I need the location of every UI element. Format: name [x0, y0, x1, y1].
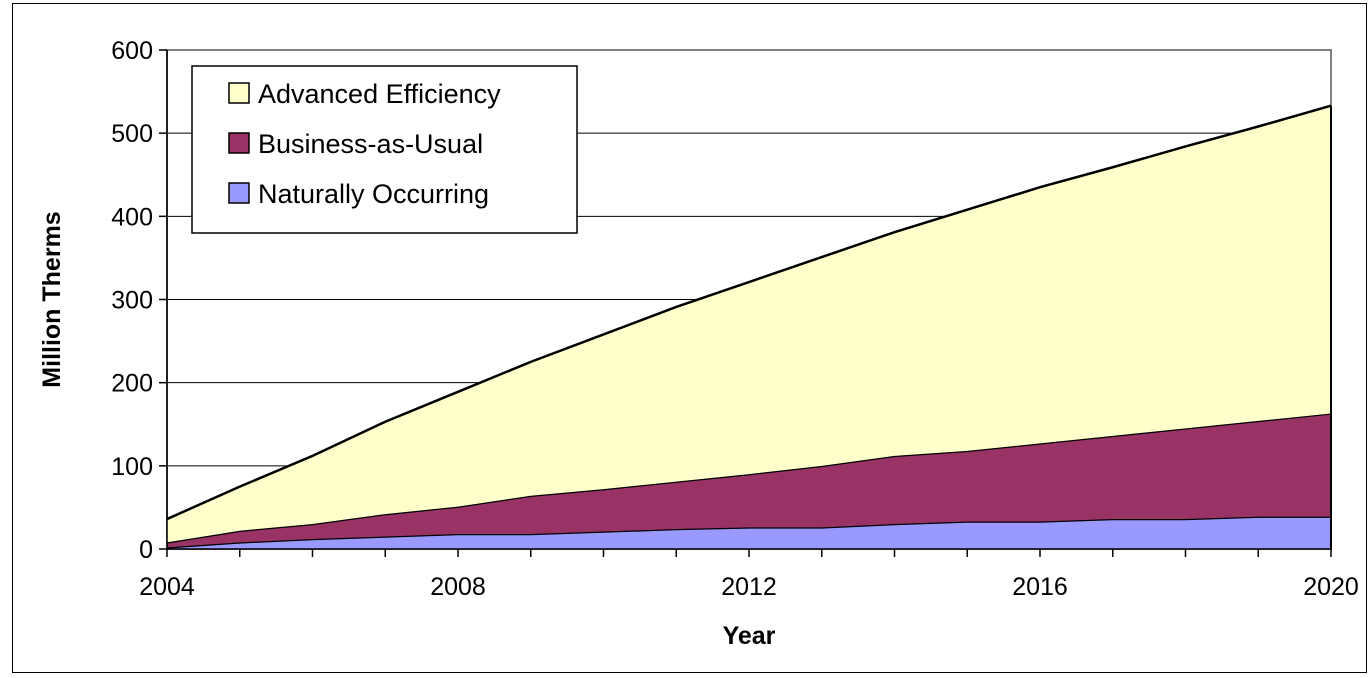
- legend-swatch: [228, 182, 250, 204]
- x-tick-label: 2012: [721, 573, 777, 601]
- y-tick-label: 500: [111, 120, 153, 148]
- legend-swatch: [228, 132, 250, 154]
- legend-swatch: [228, 82, 250, 104]
- x-tick-label: 2016: [1012, 573, 1068, 601]
- x-tick-label: 2020: [1303, 573, 1359, 601]
- x-tick-label: 2004: [139, 573, 195, 601]
- series-line-advanced-efficiency: [166, 104, 1332, 521]
- series-area-naturally-occurring: [167, 516, 1331, 549]
- axes: 0 100 200 300 400 500 600 2004 2008 2012 2016 2020: [111, 37, 1359, 601]
- y-tick-label: 200: [111, 370, 153, 398]
- legend-box: [191, 65, 578, 234]
- y-tick-label: 100: [111, 453, 153, 481]
- y-tick-label: 300: [111, 287, 153, 315]
- y-axis-title: Million Therms: [38, 211, 66, 387]
- area-series: [166, 104, 1332, 549]
- y-tick-label: 400: [111, 203, 153, 231]
- series-area-business-as-usual: [167, 413, 1331, 548]
- x-tick-label: 2008: [430, 573, 486, 601]
- x-axis-title: Year: [723, 622, 776, 650]
- legend-label: Advanced Efficiency: [258, 79, 501, 109]
- y-tick-label: 600: [111, 37, 153, 65]
- legend-label: Naturally Occurring: [258, 179, 489, 209]
- series-area-advanced-efficiency: [167, 105, 1331, 543]
- y-tick-label: 0: [139, 536, 153, 564]
- legend-label: Business-as-Usual: [258, 129, 483, 159]
- legend: Advanced Efficiency Business-as-Usual Natu…: [191, 65, 578, 234]
